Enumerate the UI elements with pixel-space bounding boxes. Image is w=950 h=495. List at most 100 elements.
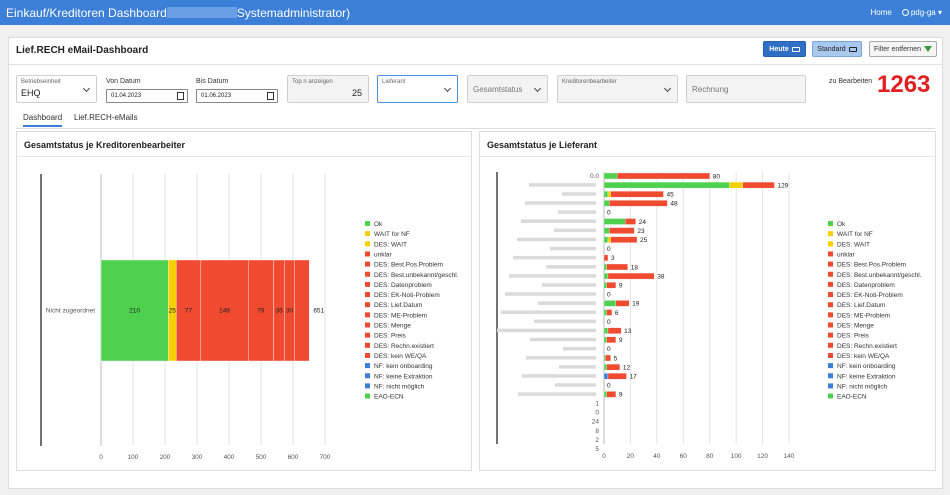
bar-segment [606, 391, 617, 398]
filter-remove-button[interactable]: Filter entfernen [869, 41, 937, 57]
bar-segment [617, 172, 710, 180]
app-title-role: Systemadministrator) [236, 6, 351, 20]
redacted-username [166, 7, 237, 18]
x-tick-label: 200 [160, 454, 171, 461]
bar-segment [175, 259, 202, 362]
calendar-icon [848, 46, 857, 52]
calendar-icon[interactable] [177, 92, 184, 100]
heute-button[interactable]: Heute [763, 41, 806, 57]
legend-label: DES: Preis [374, 333, 407, 340]
von-datum-value: 01.04.2023 [111, 93, 142, 99]
standard-label: Standard [817, 45, 846, 53]
y-category-label: 0 [595, 410, 599, 417]
bar-value-label: 25 [169, 308, 177, 315]
bar-value-label: 79 [257, 308, 265, 315]
legend-label: DES: Datenproblem [837, 282, 895, 289]
tab-lief-rech-emails[interactable]: Lief.RECH-eMails [74, 113, 138, 122]
lieferant-label: Lieferant [382, 79, 406, 85]
legend-swatch [828, 322, 833, 328]
y-category-label: 8 [595, 428, 599, 435]
bar-total-label: 9 [619, 283, 623, 290]
x-tick-label: 100 [128, 454, 139, 461]
chevron-down-icon [663, 84, 672, 93]
legend-swatch [828, 221, 833, 226]
redacted-supplier-label [505, 292, 596, 296]
legend-label: EAO-ECN [837, 394, 867, 401]
bar-value-label: 210 [129, 308, 140, 315]
bar-segment [603, 172, 618, 180]
bar-segment [603, 354, 606, 362]
app-title-text: Einkauf/Kreditoren Dashboard [6, 6, 167, 20]
x-tick-label: 600 [288, 454, 299, 461]
bar-segment [606, 282, 617, 289]
bar-value-label: 77 [185, 308, 193, 315]
redacted-supplier-label [563, 346, 596, 351]
x-tick-label: 40 [653, 453, 661, 460]
bar-total-label: 0 [607, 346, 611, 353]
calendar-icon[interactable] [267, 92, 274, 100]
bar-segment [607, 327, 622, 334]
y-category-label: Nicht zugeordnet [46, 308, 95, 315]
legend-label: Ok [374, 221, 383, 228]
bar-segment [607, 373, 627, 380]
legend-swatch [828, 363, 833, 369]
bar-total-label: 9 [619, 337, 623, 344]
redacted-supplier-label [497, 328, 596, 333]
legend-label: DES: ME-Problem [837, 312, 890, 319]
chart-kreditorenbearbeiter: 0 100 200 300 400 500 600 700 210 25 77 148 79 35 30 65… [40, 174, 459, 461]
legend-swatch [365, 251, 370, 257]
bar-segment [742, 181, 775, 189]
bar-value-label: 30 [286, 308, 294, 315]
legend-swatch [365, 352, 370, 358]
legend-swatch [828, 292, 833, 298]
legend-label: DES: kein WE/QA [374, 353, 427, 360]
legend-swatch [828, 352, 833, 358]
bis-datum-input[interactable]: 01.06.2023 [196, 89, 278, 103]
betriebseinheit-select[interactable]: Betriebseinheit EHQ [16, 75, 97, 103]
legend-swatch [828, 383, 833, 389]
legend-label: DES: EK-Noti-Problem [837, 292, 903, 299]
legend-label: DES: Lief.Datum [837, 302, 885, 309]
bar-segment [607, 236, 611, 243]
legend-swatch [365, 302, 370, 308]
x-tick-label: 0 [99, 454, 103, 461]
bar-total-label: 12 [623, 364, 631, 371]
redacted-supplier-label [530, 337, 596, 342]
legend-swatch [365, 221, 370, 226]
bar-total-label: 38 [657, 273, 665, 280]
rechnung-input[interactable]: Rechnung [686, 75, 806, 103]
home-link[interactable]: Home [870, 8, 892, 17]
von-datum-input[interactable]: 01.04.2023 [106, 89, 188, 103]
legend-swatch [828, 302, 833, 308]
bar-segment [603, 200, 610, 207]
bar-segment [606, 363, 621, 371]
filter-remove-label: Filter entfernen [873, 45, 922, 53]
y-category-label: 0.0 [590, 173, 599, 180]
top-n-field[interactable]: Top n anzeigen 25 [287, 75, 369, 103]
x-tick-label: 500 [256, 454, 267, 461]
redacted-supplier-label [534, 319, 596, 324]
bar-segment [603, 254, 609, 262]
user-name: pdg-ga [910, 8, 936, 17]
bar-segment [603, 282, 607, 289]
bar-segment [609, 200, 668, 207]
kreditorenbearbeiter-select[interactable]: Kreditorenbearbeiter [557, 75, 678, 103]
lieferant-select[interactable]: Lieferant [377, 75, 458, 103]
user-menu[interactable]: pdg-ga ▾ [901, 8, 942, 17]
legend-swatch [365, 393, 370, 399]
redacted-supplier-label [513, 255, 596, 260]
bar-total-label: 0 [607, 292, 611, 299]
chevron-down-icon [82, 84, 91, 93]
rechnung-placeholder: Rechnung [692, 85, 729, 94]
legend-swatch [828, 271, 833, 277]
redacted-supplier-label [554, 228, 596, 233]
bar-segment [603, 300, 617, 307]
tab-dashboard[interactable]: Dashboard [23, 113, 63, 127]
bar-total-label: 45 [666, 192, 674, 199]
user-icon [901, 9, 909, 16]
standard-button[interactable]: Standard [812, 41, 862, 57]
legend-swatch [828, 251, 833, 257]
redacted-supplier-label [559, 365, 596, 369]
gesamtstatus-select[interactable]: Gesamtstatus [467, 75, 548, 103]
legend-label: NF: nicht möglich [374, 383, 425, 390]
